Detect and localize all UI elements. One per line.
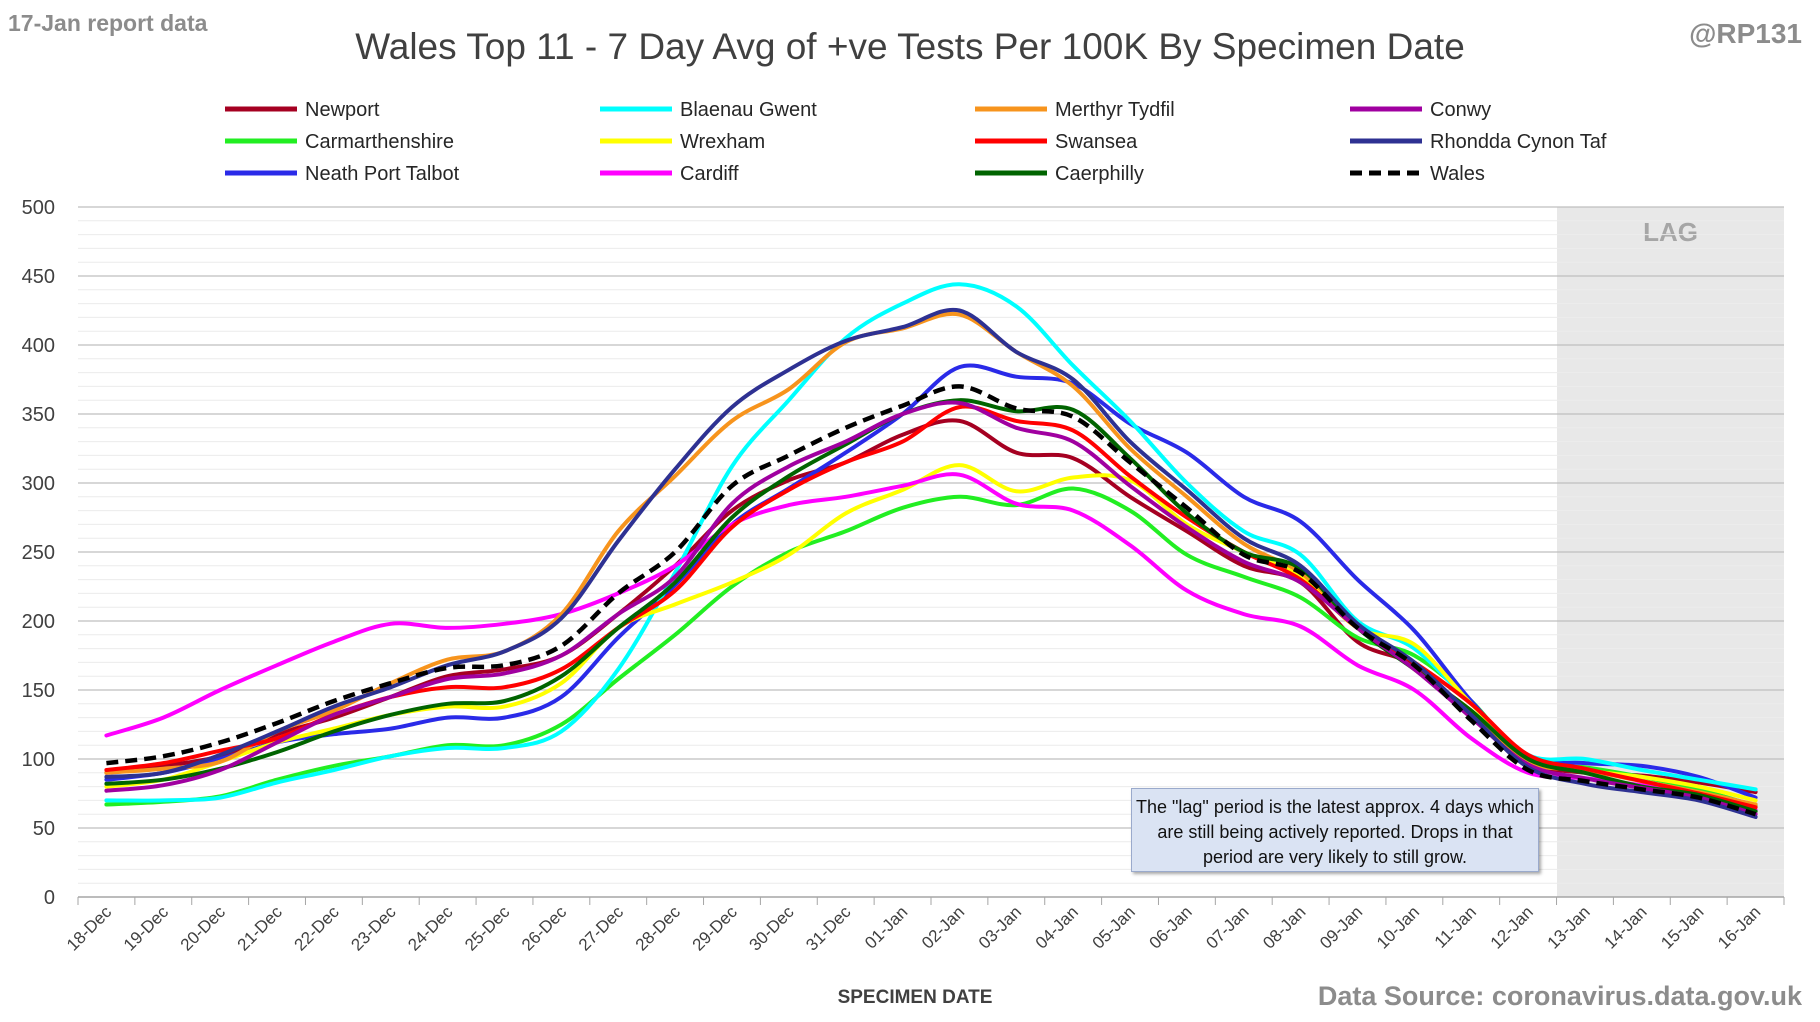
y-tick-label: 300 [22,473,55,495]
legend-label: Rhondda Cynon Taf [1430,131,1607,153]
legend-label: Newport [305,99,380,121]
series-lines [104,282,1758,819]
legend-label: Swansea [1055,131,1138,153]
legend-label: Merthyr Tydfil [1055,99,1175,121]
x-tick-label: 16-Jan [1714,902,1764,952]
x-tick-label: 27-Dec [575,902,628,955]
x-tick-label: 01-Jan [861,902,911,952]
x-tick-label: 08-Jan [1259,902,1309,952]
legend-label: Cardiff [680,163,739,185]
x-tick-label: 23-Dec [347,902,400,955]
x-tick-label: 22-Dec [291,902,344,955]
y-tick-label: 150 [22,680,55,702]
x-tick-label: 19-Dec [120,902,173,955]
x-tick-label: 26-Dec [518,902,571,955]
y-tick-label: 0 [44,887,55,909]
x-tick-label: 12-Jan [1487,902,1537,952]
y-tick-label: 200 [22,611,55,633]
x-tick-label: 29-Dec [689,902,742,955]
report-date-label: 17-Jan report data [8,10,208,36]
x-tick-label: 09-Jan [1316,902,1366,952]
legend-label: Blaenau Gwent [680,99,817,121]
x-tick-label: 06-Jan [1146,902,1196,952]
x-tick-label: 10-Jan [1373,902,1423,952]
y-tick-label: 50 [33,818,55,840]
author-handle: @RP131 [1689,18,1802,49]
x-tick-label: 18-Dec [63,902,116,955]
gridlines [78,206,1784,884]
x-tick-label: 28-Dec [632,902,685,955]
x-axis-title: SPECIMEN DATE [838,987,993,1008]
x-tick-label: 14-Jan [1600,902,1650,952]
x-tick-label: 25-Dec [461,902,514,955]
y-tick-label: 500 [22,197,55,219]
series-line-cardiff [104,472,1758,813]
series-line-wales [106,384,1757,817]
y-tick-label: 450 [22,266,55,288]
y-tick-label: 400 [22,335,55,357]
x-tick-label: 24-Dec [404,902,457,955]
x-tick-label: 04-Jan [1032,902,1082,952]
series-line-neath-port-talbot [104,363,1758,800]
x-tick-label: 20-Dec [177,902,230,955]
legend-label: Wrexham [680,131,765,153]
legend-label: Carmarthenshire [305,131,454,153]
y-tick-label: 100 [22,749,55,771]
x-tick-label: 30-Dec [745,902,798,955]
legend-label: Neath Port Talbot [305,163,460,185]
legend-label: Conwy [1430,99,1491,121]
x-tick-label: 13-Jan [1544,902,1594,952]
legend-label: Wales [1430,163,1485,185]
y-tick-label: 350 [22,404,55,426]
legend-label: Caerphilly [1055,163,1144,185]
legend: Newport Carmarthenshire Neath Port Talbot B… [225,99,1607,185]
x-tick-label: 15-Jan [1657,902,1707,952]
x-tick-label: 02-Jan [918,902,968,952]
lag-label: LAG [1643,217,1698,247]
lag-note-box: The "lag" period is the latest approx. 4… [1131,788,1539,872]
series-line-rhondda-cynon-taf [104,307,1758,819]
x-tick-label: 31-Dec [802,902,855,955]
x-tick-label: 05-Jan [1089,902,1139,952]
y-tick-label: 250 [22,542,55,564]
x-tick-label: 21-Dec [234,902,287,955]
data-source-label: Data Source: coronavirus.data.gov.uk [1317,981,1802,1011]
x-tick-label: 11-Jan [1431,902,1480,951]
x-tick-label: 07-Jan [1202,902,1252,952]
x-tick-label: 03-Jan [975,902,1025,952]
chart-title: Wales Top 11 - 7 Day Avg of +ve Tests Pe… [355,26,1465,67]
